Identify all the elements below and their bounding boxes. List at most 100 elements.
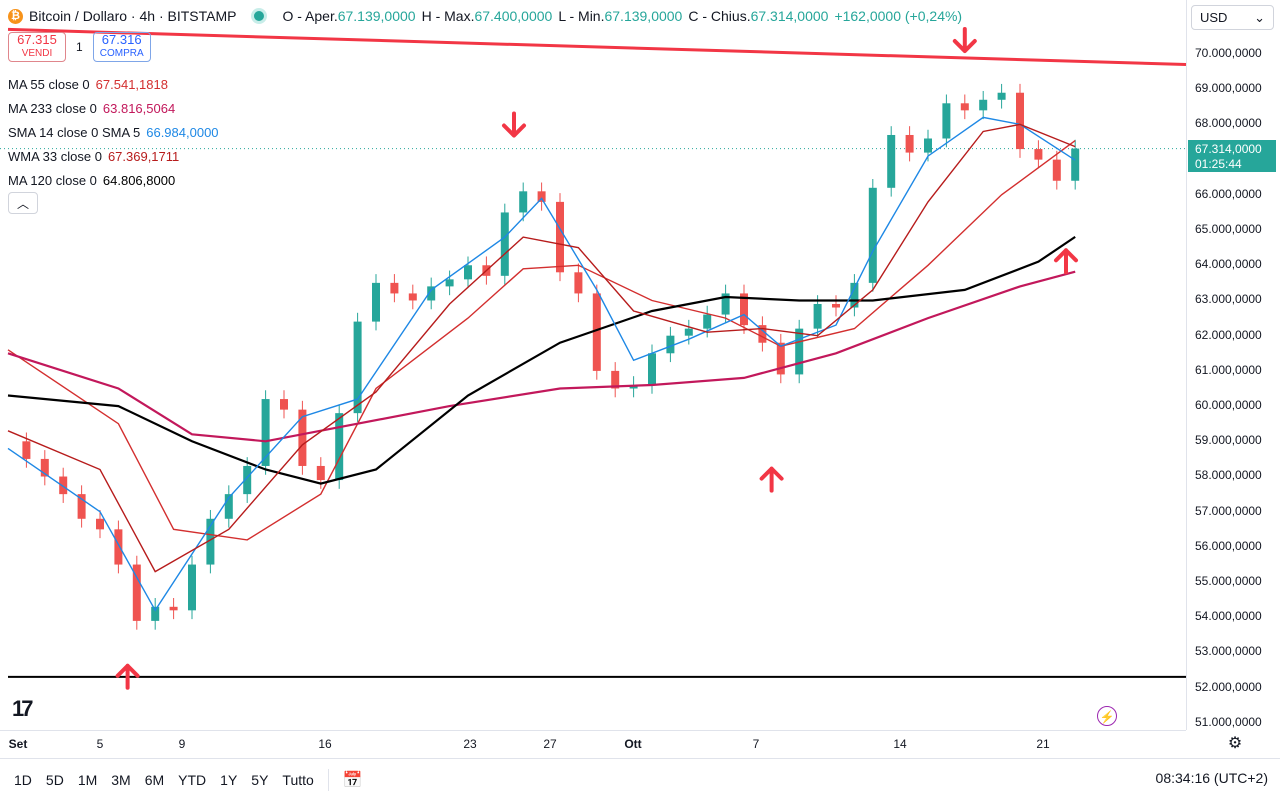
calendar-icon[interactable]: 📅 [342, 772, 363, 789]
buy-price: 67.316 [101, 32, 142, 47]
close-value: 67.314,0000 [750, 8, 829, 24]
candle-body [960, 103, 969, 111]
candle-body [464, 265, 472, 280]
buy-label: COMPRA [99, 48, 144, 59]
candle-body [556, 201, 564, 273]
time-tick-label: 23 [463, 737, 477, 751]
price-tick-label: 55.000,0000 [1195, 574, 1262, 588]
candle-body [776, 342, 785, 375]
candle-body [703, 314, 712, 329]
candle-body [666, 335, 675, 354]
high-value: 67.400,0000 [474, 8, 553, 24]
candle-body [22, 441, 31, 459]
price-tick-label: 62.000,0000 [1195, 327, 1262, 342]
indicator-line-sma14 [7, 116, 1076, 612]
candle-body [740, 293, 748, 326]
low-label: L - Min. [558, 8, 605, 24]
time-tick-label: 7 [752, 737, 760, 751]
candle-body [979, 99, 988, 111]
price-axis[interactable] [1186, 0, 1280, 730]
candle-body [1034, 149, 1043, 160]
candle-body [519, 191, 528, 213]
legend-ma55[interactable]: MA 55 close 0 67.541,1818 [8, 77, 168, 92]
candle-body [868, 187, 877, 283]
arrow-down-icon [502, 111, 526, 138]
legend-ma233[interactable]: MA 233 close 0 63.816,5064 [8, 101, 176, 116]
candle-body [997, 92, 1006, 100]
price-tick-label: 68.000,0000 [1195, 116, 1262, 131]
range-1m[interactable]: 1M [77, 772, 98, 788]
candle-body [445, 279, 454, 287]
price-tick-label: 56.000,0000 [1195, 538, 1262, 553]
candle-body [243, 465, 252, 495]
price-tick-label: 52.000,0000 [1195, 679, 1262, 694]
time-axis[interactable] [0, 730, 1186, 759]
candle-body [335, 413, 344, 481]
price-tick-label: 57.000,0000 [1195, 503, 1262, 518]
buy-button[interactable]: 67.316 COMPRA [92, 32, 151, 62]
candle-body [1052, 159, 1061, 181]
currency-select[interactable]: USD ⌄ [1191, 5, 1274, 30]
arrow-up-icon [115, 663, 140, 690]
range-1y[interactable]: 1Y [220, 772, 238, 788]
range-6m[interactable]: 6M [144, 772, 165, 788]
price-tick-label: 60.000,0000 [1195, 398, 1262, 412]
open-label: O - Aper. [282, 8, 338, 24]
candle-body [684, 328, 693, 336]
price-tick-label: 63.000,0000 [1195, 292, 1262, 307]
candle-body [592, 293, 601, 371]
time-tick-label: 16 [318, 737, 332, 751]
trade-quantity[interactable]: 1 [76, 40, 83, 54]
price-chart[interactable] [0, 0, 1186, 730]
arrow-up-icon [759, 466, 784, 493]
candle-body [648, 353, 656, 385]
toolbar-divider [327, 769, 329, 791]
candle-body [59, 476, 68, 495]
sell-label: VENDI [21, 48, 53, 59]
clock[interactable]: 08:34:16 (UTC+2) [1155, 770, 1268, 786]
candle-body [372, 282, 380, 322]
candle-body [261, 399, 270, 466]
candle-body [224, 494, 233, 519]
sell-button[interactable]: 67.315 VENDI [8, 32, 66, 62]
legend-wma33[interactable]: WMA 33 close 0 67.369,1711 [8, 149, 180, 164]
price-tick-label: 61.000,0000 [1195, 362, 1262, 377]
trade-panel: 67.315 VENDI 1 67.316 COMPRA [8, 32, 151, 62]
candle-body [1016, 92, 1024, 150]
collapse-legend-button[interactable]: ︿ [8, 192, 38, 214]
candle-body [114, 529, 123, 565]
range-3m[interactable]: 3M [111, 772, 131, 788]
candle-body [537, 191, 546, 202]
candle-body [924, 138, 932, 153]
candle-body [169, 606, 178, 611]
sell-price: 67.315 [17, 32, 57, 47]
lightning-icon[interactable]: ⚡ [1097, 706, 1117, 726]
market-open-icon [254, 11, 265, 21]
indicator-line-ma120 [7, 235, 1076, 485]
price-tick-label: 66.000,0000 [1195, 186, 1262, 201]
legend-ma120[interactable]: MA 120 close 0 64.806,8000 [8, 173, 176, 188]
candle-body [611, 370, 620, 389]
range-5y[interactable]: 5Y [251, 772, 269, 788]
candle-body [96, 518, 104, 530]
range-ytd[interactable]: YTD [178, 772, 207, 788]
legend-sma14[interactable]: SMA 14 close 0 SMA 5 66.984,0000 [8, 125, 219, 140]
range-all[interactable]: Tutto [282, 772, 314, 788]
candle-body [132, 564, 141, 621]
candle-body [151, 606, 160, 621]
candle-body [77, 494, 86, 519]
candle-body [887, 134, 896, 188]
last-price: 67.314,0000 [1195, 142, 1262, 156]
candle-body [408, 293, 417, 301]
time-tick-label: Ott [624, 737, 642, 751]
range-5d[interactable]: 5D [45, 772, 64, 788]
candle-body [813, 303, 822, 329]
candle-body [721, 293, 730, 315]
price-tick-label: 69.000,0000 [1195, 81, 1262, 96]
gear-icon[interactable]: ⚙ [1227, 735, 1243, 752]
candle-body [353, 321, 362, 414]
range-1d[interactable]: 1D [14, 772, 32, 788]
symbol-title[interactable]: Bitcoin / Dollaro · 4h · BITSTAMP [29, 8, 237, 24]
candle-body [316, 465, 325, 481]
